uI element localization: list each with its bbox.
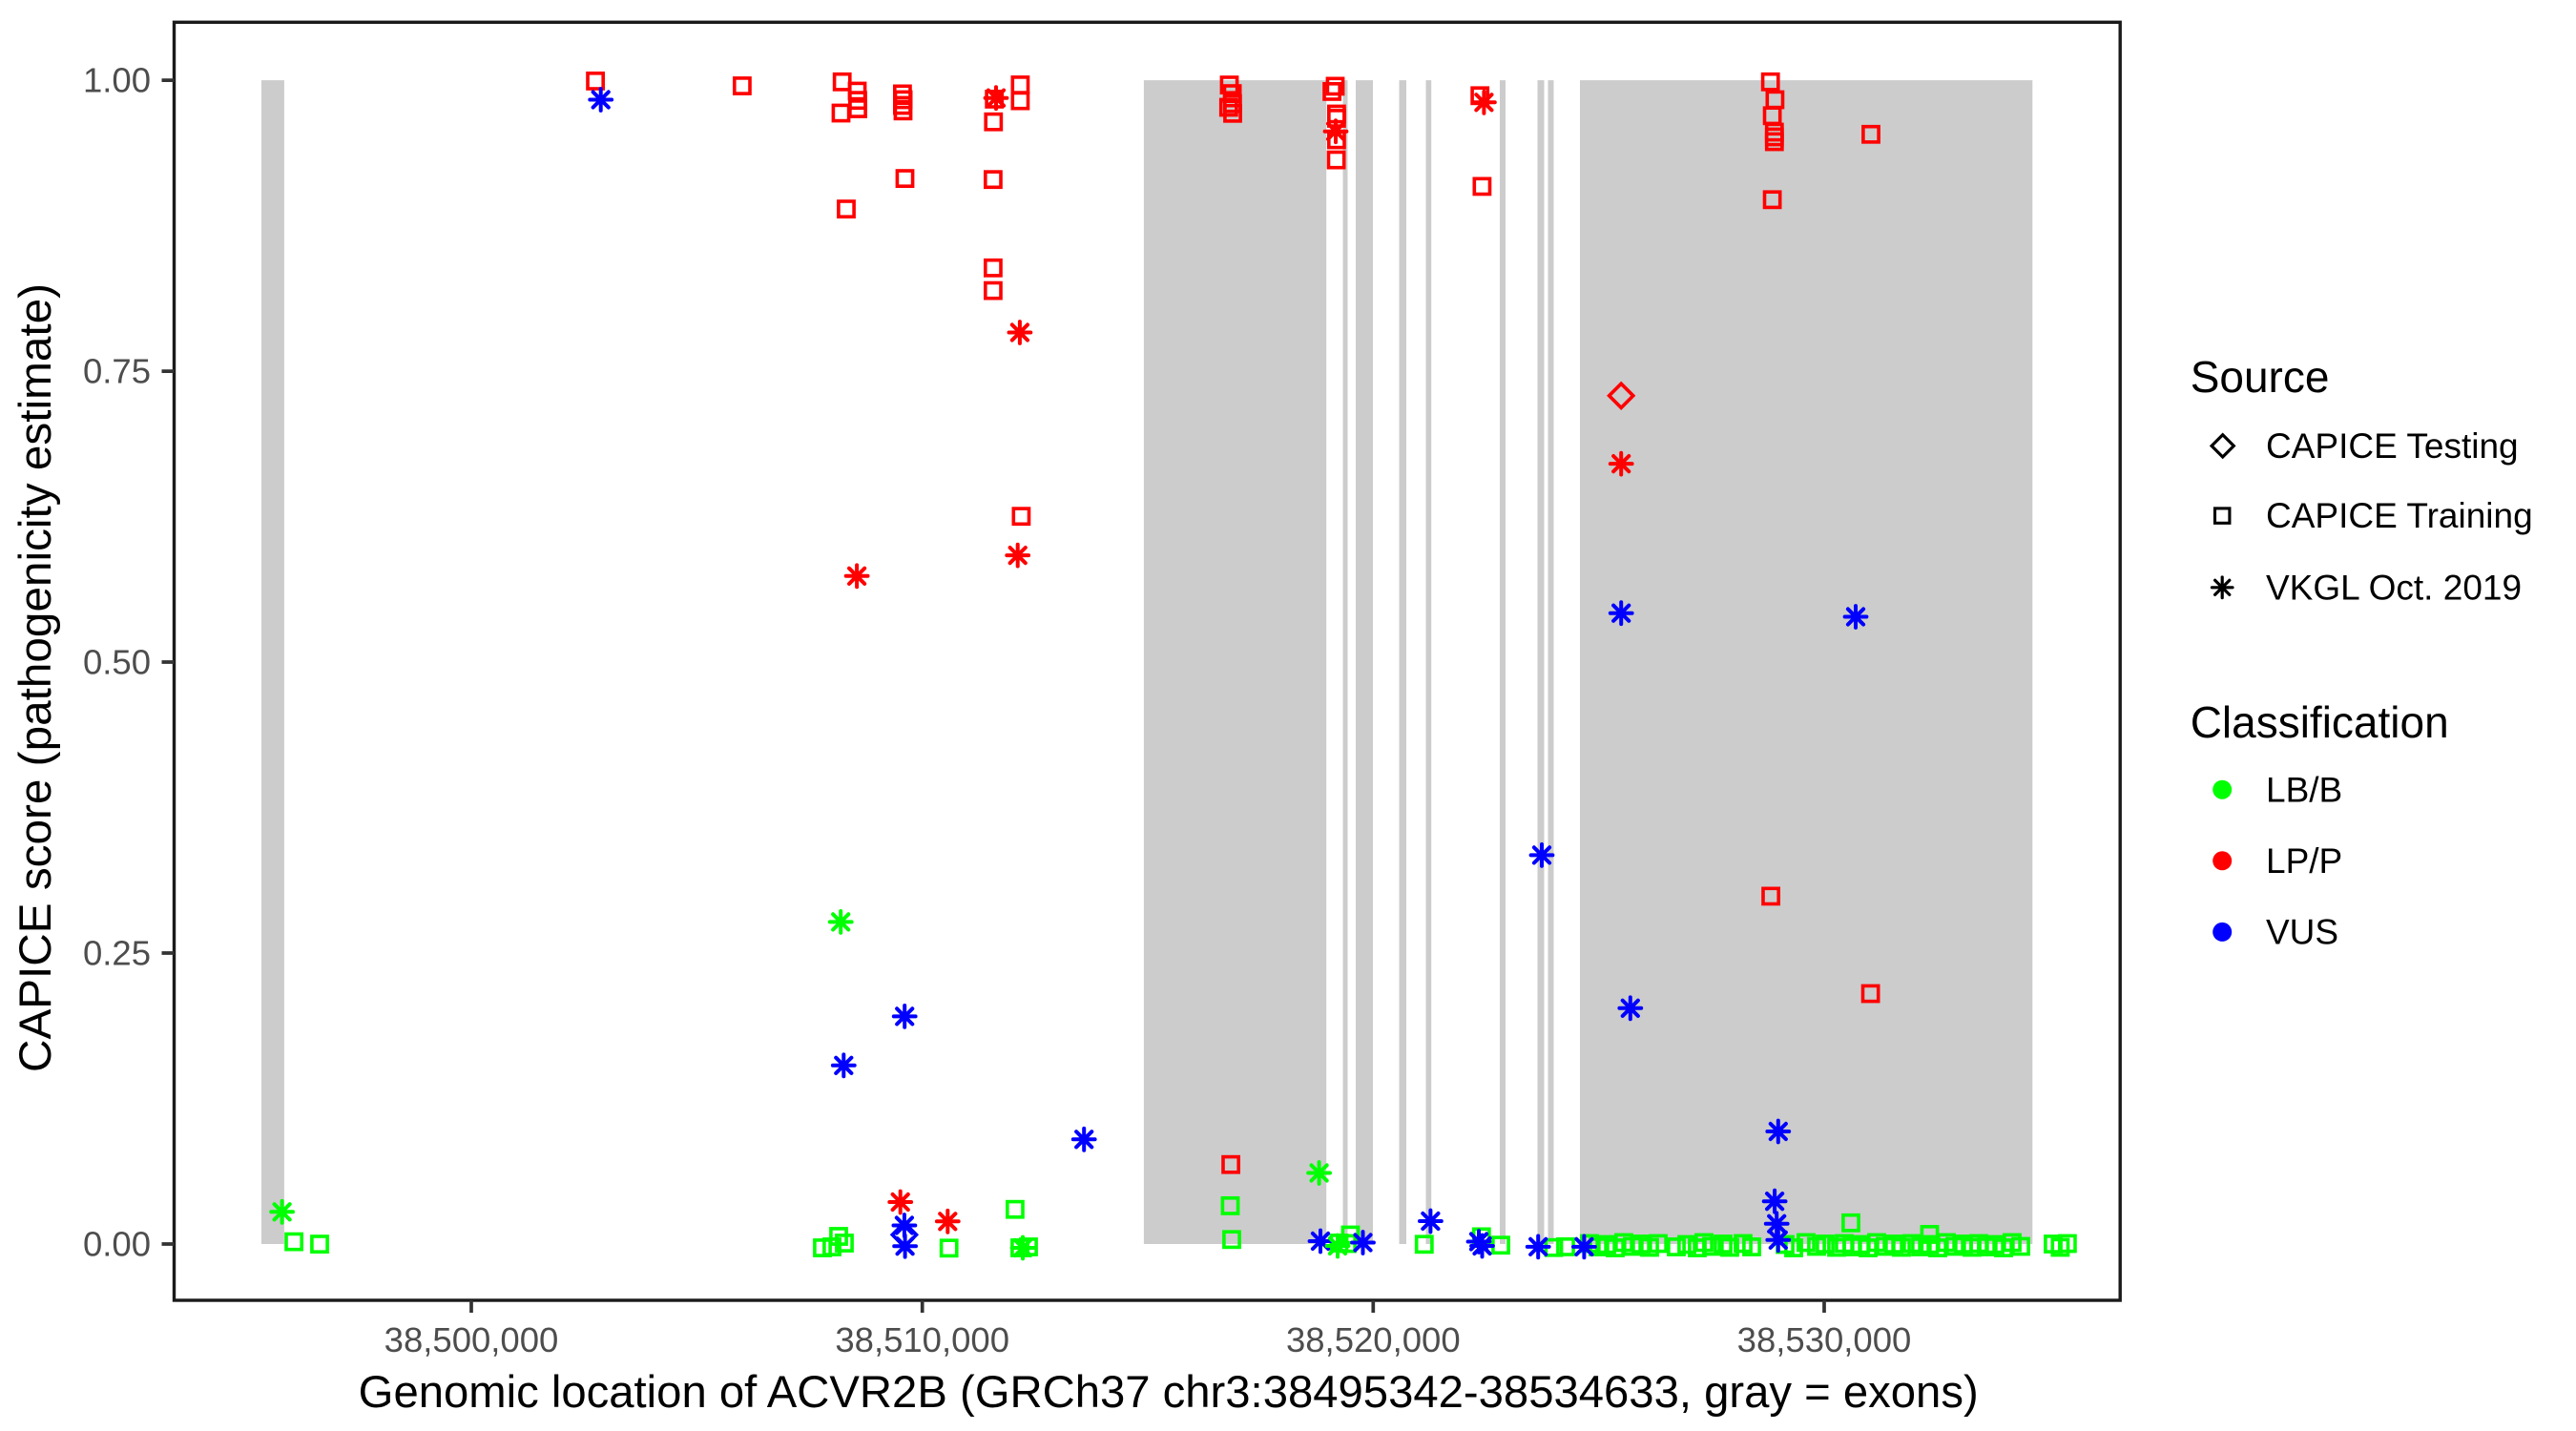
svg-text:1.00: 1.00: [83, 61, 151, 100]
svg-text:0.00: 0.00: [83, 1225, 151, 1264]
svg-text:CAPICE score (pathogenicity es: CAPICE score (pathogenicity estimate): [10, 283, 61, 1072]
svg-text:38,520,000: 38,520,000: [1286, 1320, 1461, 1359]
svg-text:38,530,000: 38,530,000: [1737, 1320, 1912, 1359]
svg-text:CAPICE Testing: CAPICE Testing: [2266, 426, 2519, 466]
svg-text:38,500,000: 38,500,000: [384, 1320, 559, 1359]
svg-text:VUS: VUS: [2266, 913, 2338, 952]
svg-text:0.25: 0.25: [83, 934, 151, 973]
svg-text:Source: Source: [2191, 352, 2330, 402]
svg-text:VKGL Oct. 2019: VKGL Oct. 2019: [2266, 568, 2522, 607]
svg-text:LB/B: LB/B: [2266, 770, 2342, 809]
svg-text:38,510,000: 38,510,000: [835, 1320, 1009, 1359]
svg-text:0.75: 0.75: [83, 352, 151, 391]
svg-text:0.50: 0.50: [83, 643, 151, 682]
svg-text:Classification: Classification: [2191, 697, 2449, 747]
svg-text:Genomic location of ACVR2B (GR: Genomic location of ACVR2B (GRCh37 chr3:…: [359, 1366, 1979, 1417]
svg-text:LP/P: LP/P: [2266, 841, 2342, 881]
svg-text:CAPICE Training: CAPICE Training: [2266, 496, 2533, 535]
